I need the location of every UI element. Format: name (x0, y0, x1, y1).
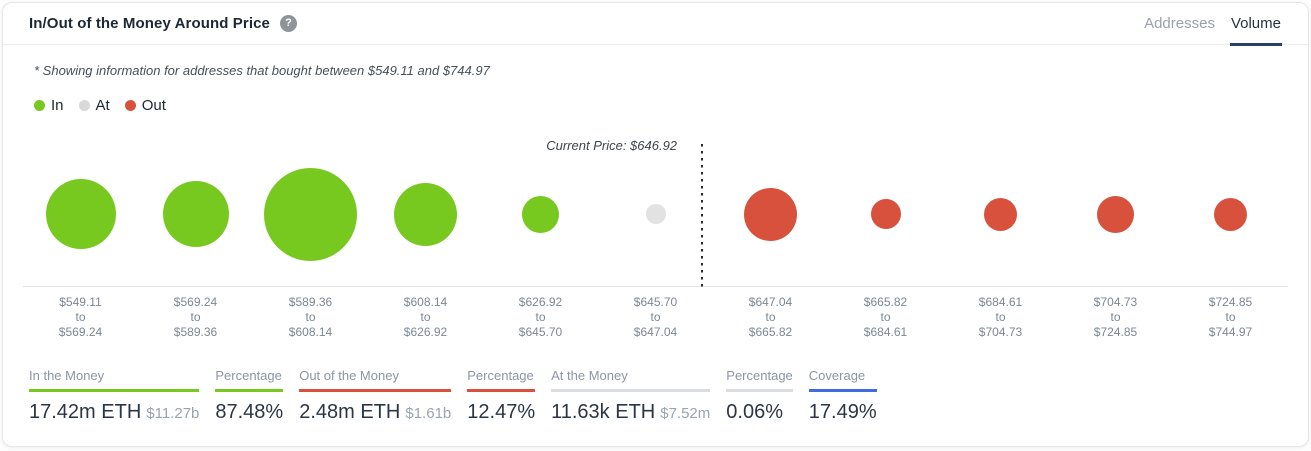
widget-header: In/Out of the Money Around Price ? Addre… (3, 3, 1308, 46)
stat-label: Out of the Money (299, 368, 452, 392)
axis-label: $626.92 to $645.70 (518, 295, 563, 339)
page-title: In/Out of the Money Around Price (29, 15, 270, 32)
stat-label: Percentage (467, 368, 536, 392)
stat-value: 17.42m ETH (29, 401, 142, 423)
bubble[interactable] (264, 167, 357, 261)
at-dot-icon (78, 100, 90, 111)
stat-in-percentage: Percentage 87.48% (215, 368, 284, 424)
stat-at-the-money: At the Money 11.63k ETH $7.52m (551, 368, 711, 424)
legend-label: At (95, 97, 110, 114)
legend-label: Out (141, 97, 166, 114)
axis-label: $589.36 to $608.14 (288, 295, 333, 339)
stat-label: In the Money (29, 368, 200, 392)
tab-bar: Addresses Volume (1143, 3, 1283, 46)
bubble[interactable] (394, 182, 457, 246)
stat-sub-value: $11.27b (146, 405, 200, 422)
bubble[interactable] (522, 195, 559, 233)
axis-label: $549.11 to $569.24 (58, 295, 103, 339)
x-axis: $549.11 to $569.24 $569.24 to $589.36 $589.3… (23, 286, 1288, 340)
range-note: * Showing information for addresses that… (34, 63, 490, 78)
bubbles-row (23, 126, 1288, 286)
legend-item-at[interactable]: At (78, 97, 110, 114)
stat-value: 11.63k ETH (551, 401, 656, 423)
stat-in-the-money: In the Money 17.42m ETH $11.27b (29, 368, 200, 424)
stat-value: 2.48m ETH (299, 401, 401, 423)
stat-value: 17.49% (808, 401, 877, 423)
bubble[interactable] (744, 187, 797, 241)
in-dot-icon (34, 100, 45, 111)
out-dot-icon (124, 100, 136, 111)
stat-label: Percentage (726, 368, 793, 392)
axis-label: $608.14 to $626.92 (403, 295, 448, 339)
help-icon[interactable]: ? (279, 15, 297, 32)
legend-item-in[interactable]: In (34, 97, 64, 114)
axis-label: $684.61 to $704.73 (978, 295, 1023, 339)
axis-label: $665.82 to $684.61 (863, 295, 908, 339)
stat-at-percentage: Percentage 0.06% (726, 368, 793, 424)
bubble[interactable] (1214, 197, 1247, 231)
bubble[interactable] (984, 197, 1017, 231)
stat-value: 12.47% (467, 401, 536, 423)
axis-label: $645.70 to $647.04 (633, 295, 678, 339)
axis-label: $647.04 to $665.82 (748, 295, 793, 339)
stat-sub-value: $1.61b (405, 405, 452, 422)
axis-label: $704.73 to $724.85 (1093, 295, 1138, 339)
stat-value: 0.06% (726, 401, 783, 423)
bubble[interactable] (45, 179, 116, 249)
current-price-line (701, 144, 704, 287)
legend-item-out[interactable]: Out (124, 97, 166, 114)
stat-out-percentage: Percentage 12.47% (467, 368, 536, 424)
stat-value: 87.48% (215, 401, 284, 423)
stat-out-of-the-money: Out of the Money 2.48m ETH $1.61b (299, 368, 452, 424)
tab-addresses[interactable]: Addresses (1144, 15, 1215, 32)
bubble[interactable] (645, 204, 666, 224)
stat-label: Coverage (808, 368, 877, 392)
tab-volume[interactable]: Volume (1229, 3, 1283, 46)
axis-label: $724.85 to $744.97 (1208, 295, 1253, 339)
legend-label: In (51, 97, 64, 114)
bubble-chart: Current Price: $646.92 (23, 126, 1288, 287)
axis-label: $569.24 to $589.36 (173, 295, 218, 339)
stats-footer: In the Money 17.42m ETH $11.27b Percentag… (29, 368, 1282, 424)
bubble[interactable] (870, 199, 901, 229)
legend: In At Out (34, 97, 1308, 114)
stat-sub-value: $7.52m (660, 405, 711, 422)
current-price-label: Current Price: $646.92 (546, 138, 678, 153)
stat-label: Percentage (215, 368, 284, 392)
bubble[interactable] (162, 181, 229, 247)
stat-label: At the Money (551, 368, 711, 392)
bubble[interactable] (1097, 195, 1134, 233)
stat-coverage: Coverage 17.49% (808, 368, 877, 424)
